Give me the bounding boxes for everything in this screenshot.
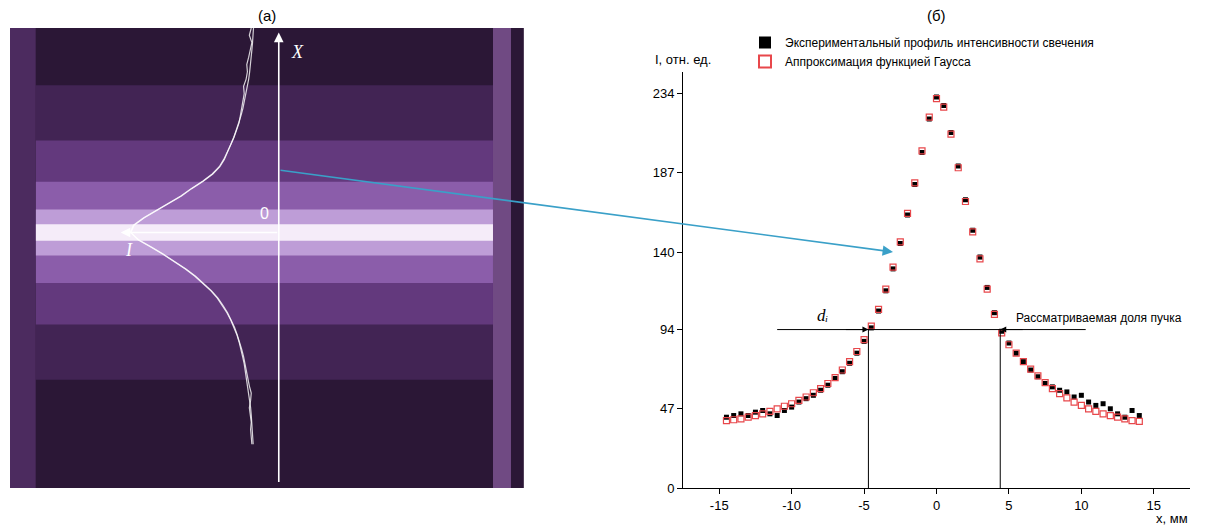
- svg-text:(б): (б): [927, 7, 946, 24]
- svg-text:0: 0: [667, 481, 674, 496]
- svg-text:dᵢ: dᵢ: [817, 306, 828, 325]
- svg-text:187: 187: [653, 165, 675, 180]
- svg-text:47: 47: [660, 401, 674, 416]
- svg-text:140: 140: [653, 245, 675, 260]
- svg-text:15: 15: [1147, 498, 1161, 513]
- svg-text:(а): (а): [258, 7, 276, 24]
- svg-text:X: X: [291, 42, 304, 62]
- svg-text:Экспериментальный профиль инте: Экспериментальный профиль интенсивности …: [785, 36, 1094, 50]
- svg-text:0: 0: [933, 498, 940, 513]
- svg-text:-15: -15: [710, 498, 729, 513]
- svg-text:10: 10: [1074, 498, 1088, 513]
- svg-text:Аппроксимация функцией Гаусса: Аппроксимация функцией Гаусса: [785, 55, 971, 69]
- svg-text:-10: -10: [782, 498, 801, 513]
- svg-text:-5: -5: [858, 498, 870, 513]
- svg-text:94: 94: [660, 322, 674, 337]
- svg-text:0: 0: [260, 205, 269, 222]
- svg-text:I: I: [125, 240, 133, 260]
- svg-text:Рассматриваемая доля пучка: Рассматриваемая доля пучка: [1016, 311, 1182, 325]
- svg-text:x, мм: x, мм: [1156, 511, 1188, 526]
- svg-text:234: 234: [653, 86, 675, 101]
- svg-text:5: 5: [1005, 498, 1012, 513]
- svg-text:I, отн. ед.: I, отн. ед.: [655, 52, 711, 67]
